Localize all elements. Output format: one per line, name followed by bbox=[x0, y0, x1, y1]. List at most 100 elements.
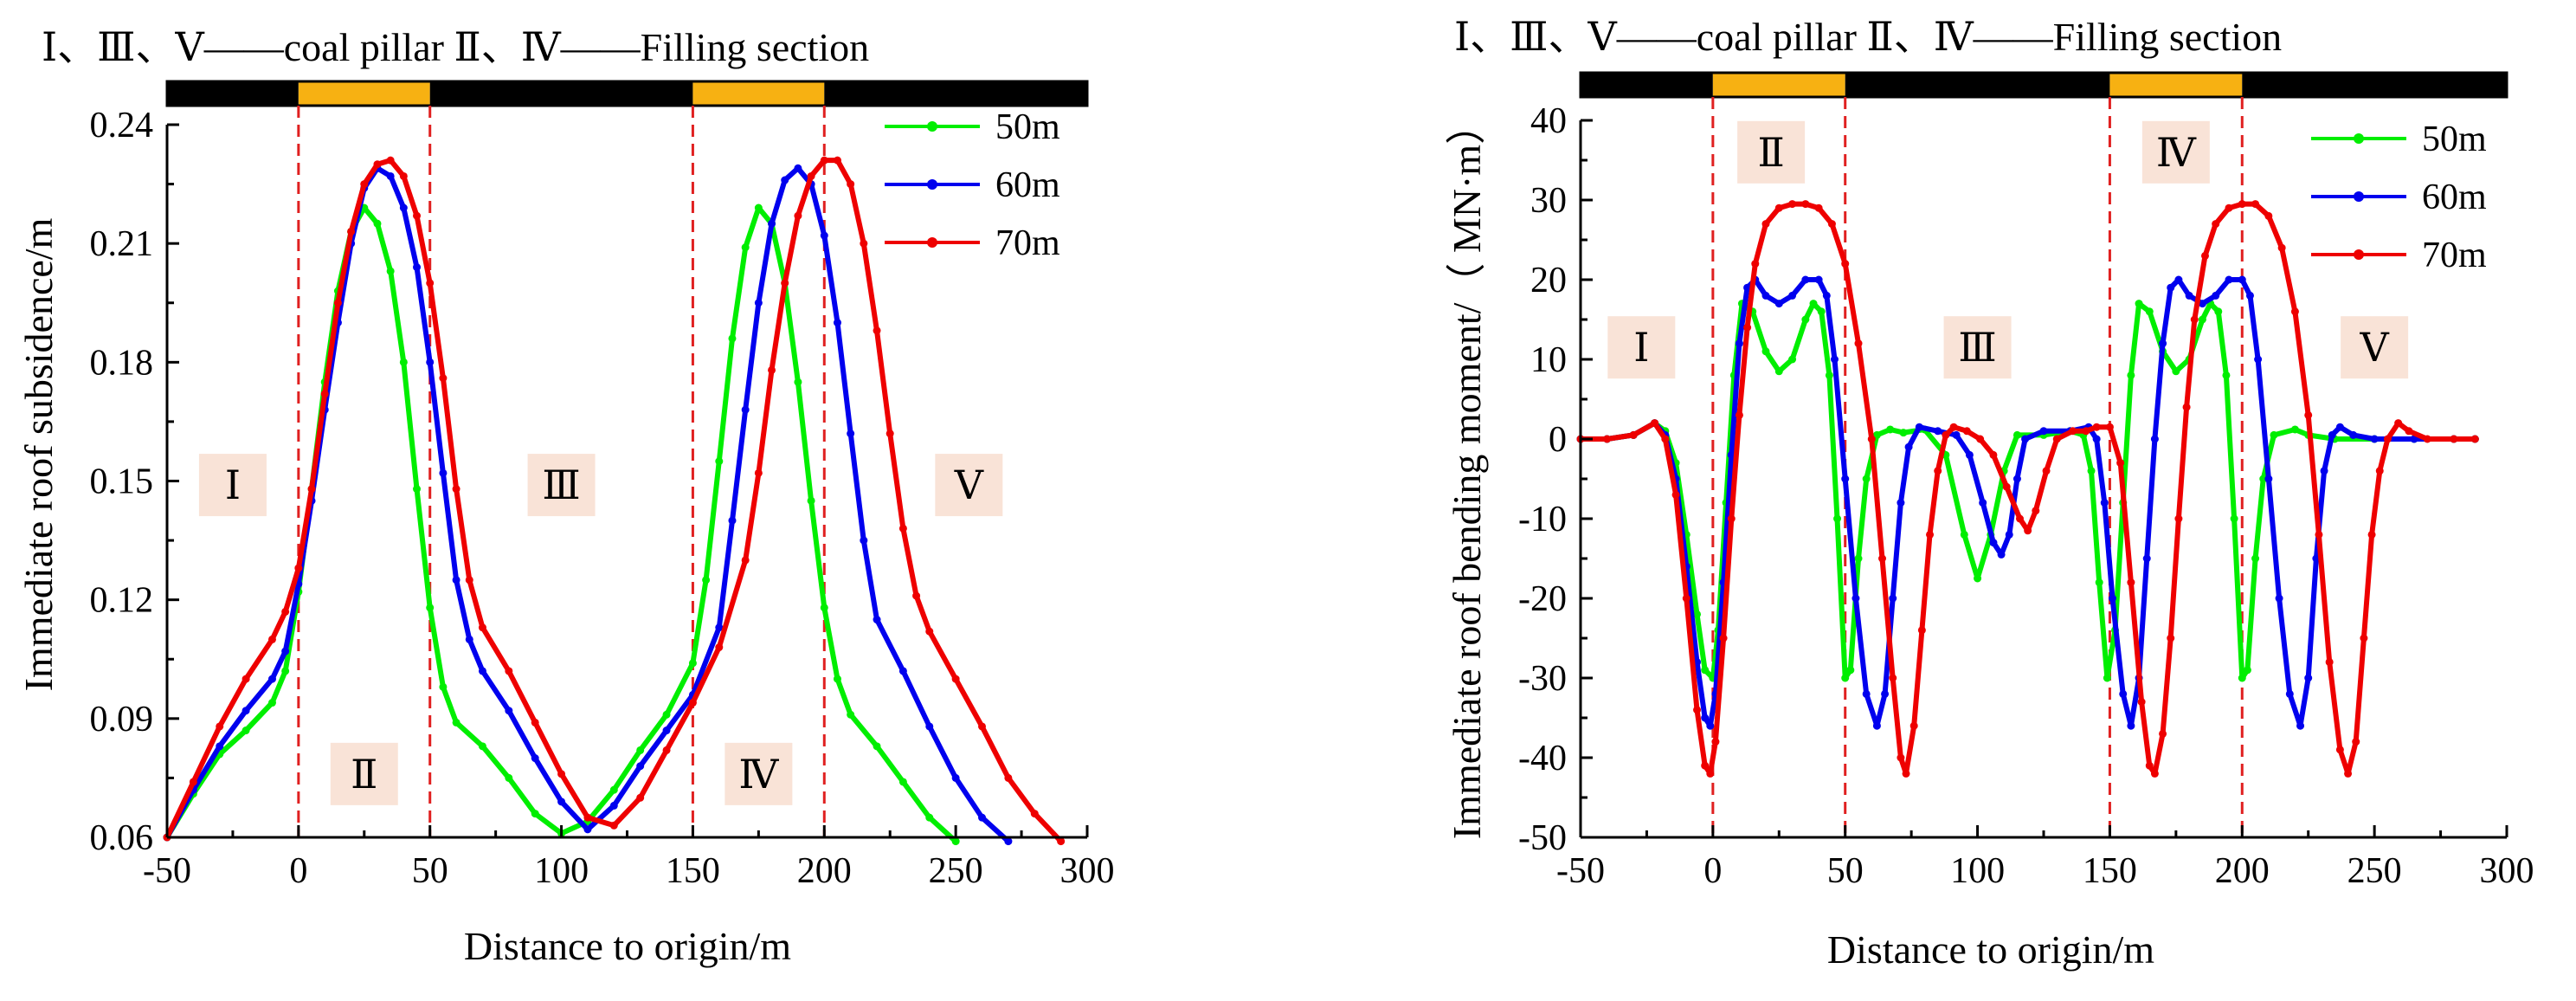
data-point bbox=[1917, 626, 1926, 635]
data-point bbox=[2159, 729, 2167, 738]
data-point bbox=[1899, 429, 1908, 437]
data-point bbox=[465, 635, 473, 643]
data-point bbox=[1706, 769, 1715, 778]
data-point bbox=[1651, 419, 1659, 428]
data-point bbox=[2349, 430, 2358, 439]
region-box bbox=[527, 454, 596, 517]
data-point bbox=[2005, 530, 2013, 539]
data-point bbox=[688, 699, 697, 707]
x-tick-label: 150 bbox=[666, 851, 720, 891]
data-point bbox=[860, 239, 868, 248]
data-point bbox=[2198, 315, 2206, 324]
region-box bbox=[1943, 316, 2012, 379]
data-point bbox=[347, 227, 356, 236]
data-point bbox=[2087, 467, 2096, 475]
data-point bbox=[2212, 291, 2220, 300]
region-box bbox=[198, 454, 267, 517]
data-point bbox=[583, 825, 592, 834]
data-point bbox=[768, 219, 776, 228]
data-point bbox=[2142, 554, 2151, 563]
data-point bbox=[478, 742, 486, 751]
data-point bbox=[413, 263, 422, 272]
data-point bbox=[1004, 773, 1013, 782]
data-point bbox=[978, 813, 987, 822]
y-tick-label: 0.09 bbox=[90, 700, 154, 739]
region-label-2: Ⅱ bbox=[330, 742, 398, 805]
data-point bbox=[898, 667, 907, 675]
data-point bbox=[1881, 689, 1890, 698]
data-point bbox=[1735, 339, 1743, 348]
data-point bbox=[886, 429, 894, 438]
data-point bbox=[2092, 435, 2101, 443]
data-point bbox=[2021, 435, 2030, 443]
y-tick-label: 0.15 bbox=[90, 462, 154, 502]
legend-item-50m: 50m bbox=[2311, 119, 2487, 159]
data-point bbox=[281, 667, 290, 675]
data-point bbox=[1817, 307, 1826, 316]
data-point bbox=[452, 576, 460, 584]
data-point bbox=[794, 378, 802, 386]
region-label-3: Ⅲ bbox=[1943, 316, 2012, 379]
data-point bbox=[2335, 423, 2344, 431]
data-point bbox=[728, 516, 737, 525]
data-point bbox=[2367, 530, 2376, 539]
data-point bbox=[531, 718, 539, 727]
y-tick-label: -30 bbox=[1518, 659, 1567, 699]
bending-moment-chart: Ⅰ、Ⅲ、Ⅴ——coal pillar Ⅱ、Ⅳ——Filling section … bbox=[1445, 15, 2534, 972]
data-point bbox=[1909, 721, 1918, 730]
data-point bbox=[1743, 323, 1752, 332]
data-point bbox=[426, 358, 435, 366]
data-point bbox=[2304, 410, 2313, 419]
legend-label: 70m bbox=[2422, 236, 2487, 275]
data-point bbox=[1661, 435, 1670, 443]
data-point bbox=[373, 219, 382, 228]
data-point bbox=[1774, 203, 1783, 212]
region-label-3: Ⅲ bbox=[527, 454, 596, 517]
data-point bbox=[754, 203, 763, 212]
data-point bbox=[307, 485, 316, 494]
y-tick-label: 0.21 bbox=[90, 224, 154, 264]
data-point bbox=[1727, 450, 1736, 459]
data-point bbox=[1841, 475, 1850, 483]
x-tick-label: -50 bbox=[143, 851, 191, 891]
data-point bbox=[1965, 450, 1974, 459]
region-box bbox=[2341, 316, 2409, 379]
data-point bbox=[702, 576, 711, 584]
data-point bbox=[636, 793, 645, 802]
region-box bbox=[935, 454, 1003, 517]
data-point bbox=[426, 279, 435, 287]
data-point bbox=[2119, 689, 2128, 698]
data-point bbox=[2270, 430, 2278, 439]
data-point bbox=[1846, 666, 1855, 675]
x-tick-label: 300 bbox=[1060, 851, 1115, 891]
x-tick-label: 50 bbox=[412, 851, 448, 891]
data-point bbox=[2002, 482, 2011, 491]
y-tick-label: 40 bbox=[1530, 101, 1567, 141]
data-point bbox=[715, 623, 724, 632]
data-point bbox=[1004, 837, 1013, 846]
data-point bbox=[1889, 674, 1897, 682]
data-point bbox=[439, 682, 448, 691]
data-point bbox=[1872, 430, 1881, 439]
coal-segment bbox=[824, 81, 1087, 106]
region-label-4: Ⅳ bbox=[724, 742, 793, 805]
y-tick-label: 0.24 bbox=[90, 106, 154, 145]
data-point bbox=[439, 374, 448, 383]
data-point bbox=[2012, 475, 2021, 483]
data-point bbox=[2092, 423, 2101, 431]
data-point bbox=[2150, 435, 2159, 443]
data-point bbox=[2275, 594, 2283, 603]
data-point bbox=[807, 496, 815, 505]
data-point bbox=[1788, 291, 1797, 300]
data-point bbox=[1852, 594, 1860, 603]
data-point bbox=[1889, 594, 1897, 603]
data-point bbox=[807, 171, 815, 180]
data-point bbox=[1854, 339, 1863, 348]
data-point bbox=[1854, 554, 1863, 563]
data-point bbox=[452, 718, 460, 727]
data-point bbox=[1822, 291, 1831, 300]
region-label-5: Ⅴ bbox=[935, 454, 1003, 517]
data-point bbox=[281, 647, 290, 655]
data-point bbox=[1774, 300, 1783, 308]
